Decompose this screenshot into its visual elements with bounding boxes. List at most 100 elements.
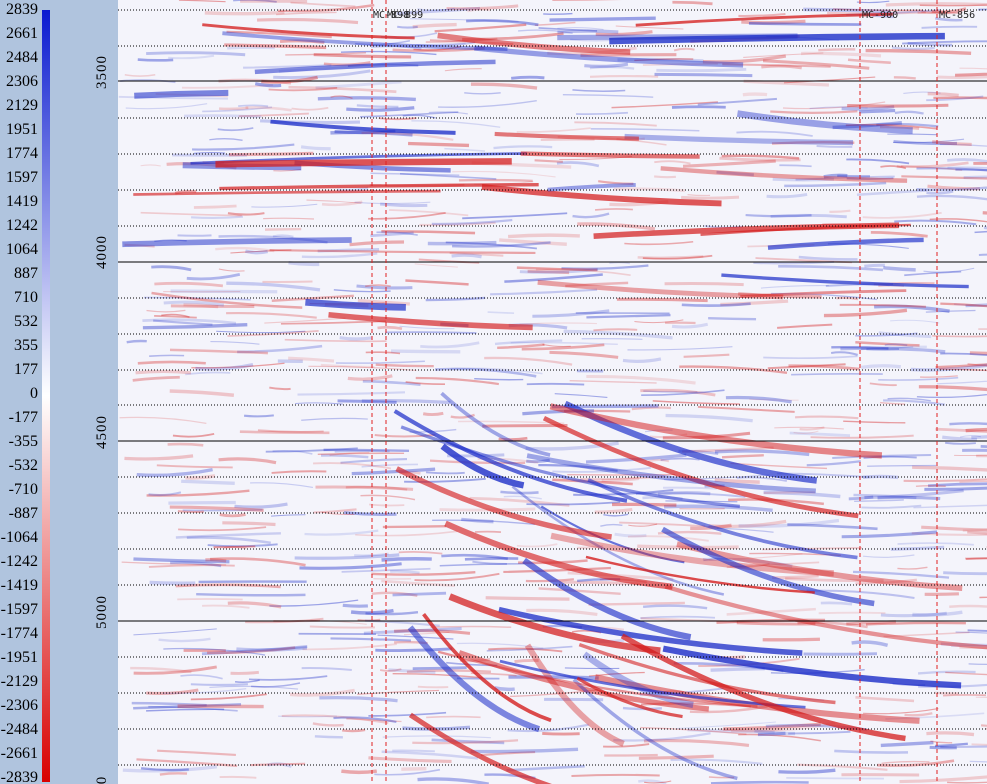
reflector — [921, 525, 987, 532]
depth-label: 4500 — [94, 415, 110, 449]
reflector — [799, 426, 825, 431]
reflector — [309, 625, 375, 629]
reflector — [216, 330, 306, 334]
reflector — [834, 749, 909, 754]
reflector — [346, 106, 415, 112]
reflector — [542, 732, 580, 736]
reflector — [516, 543, 558, 548]
reflector — [435, 367, 537, 378]
reflector — [641, 389, 725, 397]
reflector — [157, 749, 236, 757]
reflector — [202, 106, 273, 113]
reflector — [403, 631, 450, 636]
reflector — [966, 557, 987, 560]
reflector — [415, 376, 499, 386]
reflector — [260, 119, 361, 125]
reflector — [927, 92, 959, 97]
reflector — [925, 309, 976, 313]
reflector — [767, 363, 846, 370]
reflector — [278, 715, 337, 718]
reflector — [417, 777, 490, 784]
reflector — [978, 253, 987, 256]
reflector — [302, 643, 397, 651]
reflector — [264, 227, 302, 231]
reflector — [851, 640, 889, 648]
reflector — [965, 303, 987, 308]
reflector — [207, 646, 296, 655]
reflector — [903, 478, 987, 483]
reflector — [432, 519, 535, 526]
reflector — [855, 696, 915, 703]
reflector — [830, 351, 858, 356]
reflector — [335, 360, 425, 364]
reflector — [561, 264, 649, 270]
colorbar-label: -887 — [9, 505, 38, 522]
colorbar-label: 2306 — [6, 73, 38, 90]
reflector — [130, 666, 192, 674]
reflector — [330, 130, 413, 137]
reflector — [763, 490, 841, 499]
reflector — [654, 72, 753, 78]
reflector — [251, 203, 318, 208]
reflector — [798, 255, 858, 261]
reflector — [861, 364, 901, 370]
reflector — [598, 180, 634, 185]
reflector — [916, 167, 987, 172]
reflector — [226, 312, 317, 319]
reflector — [368, 711, 447, 717]
strong-reflector — [222, 31, 508, 52]
reflector — [340, 50, 437, 56]
strong-reflector — [395, 466, 612, 540]
reflector — [396, 6, 481, 16]
reflector — [959, 480, 987, 483]
reflector — [762, 59, 870, 70]
reflector — [904, 712, 933, 717]
reflector — [538, 27, 598, 32]
reflector — [947, 781, 987, 784]
reflector — [414, 263, 458, 268]
reflector — [855, 578, 917, 585]
reflector — [643, 390, 698, 393]
reflector — [743, 52, 824, 58]
reflector — [900, 165, 963, 171]
reflector — [183, 303, 219, 309]
reflector — [937, 75, 987, 79]
reflector — [788, 730, 851, 735]
reflector — [452, 241, 551, 248]
reflector — [738, 733, 821, 742]
strong-reflector — [202, 23, 415, 40]
colorbar-label: -355 — [9, 433, 38, 450]
reflector — [943, 571, 987, 576]
well-label: MC-899 — [387, 10, 423, 21]
reflector — [761, 64, 802, 70]
reflector — [624, 241, 694, 246]
reflector — [569, 380, 657, 384]
reflector — [714, 449, 810, 457]
reflector — [230, 670, 260, 675]
reflector — [681, 195, 740, 200]
reflector — [170, 561, 222, 568]
reflector — [209, 685, 299, 690]
reflector — [458, 178, 533, 183]
reflector — [172, 432, 215, 438]
reflector — [786, 776, 884, 780]
reflector — [525, 441, 619, 451]
reflector — [412, 22, 457, 29]
reflector — [534, 159, 563, 163]
colorbar-label: 0 — [30, 385, 38, 402]
reflector — [777, 323, 833, 329]
reflector — [368, 212, 446, 220]
reflector — [137, 360, 206, 365]
reflector — [643, 738, 750, 747]
reflector — [911, 532, 987, 536]
reflector — [357, 298, 410, 306]
reflector — [710, 666, 765, 672]
reflector — [420, 341, 480, 349]
colorbar-label: -1951 — [1, 649, 38, 666]
reflector — [340, 458, 408, 464]
reflector — [640, 726, 747, 735]
reflector — [864, 489, 964, 499]
reflector — [642, 254, 713, 260]
reflector — [934, 742, 968, 748]
reflector — [135, 369, 192, 375]
